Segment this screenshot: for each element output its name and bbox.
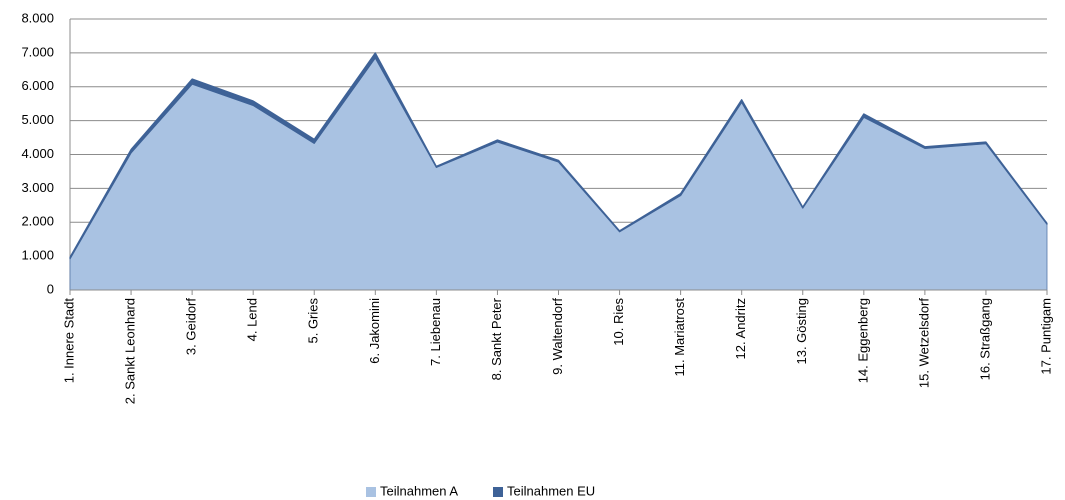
x-tick-label: 5. Gries [306,298,321,344]
x-tick-label: 4. Lend [245,298,260,341]
x-tick-label: 9. Waltendorf [550,298,565,375]
y-tick-label: 1.000 [21,248,54,263]
x-tick-label: 7. Liebenau [428,298,443,366]
x-tick-label: 6. Jakomini [367,298,382,364]
x-tick-label: 14. Eggenberg [855,298,870,383]
x-tick-label: 17. Puntigam [1038,298,1053,375]
x-tick-label: 1. Innere Stadt [61,298,76,384]
x-tick-label: 8. Sankt Peter [489,297,504,380]
x-tick-label: 15. Wetzelsdorf [916,298,931,388]
y-tick-label: 4.000 [21,146,54,161]
y-tick-label: 5.000 [21,112,54,127]
legend-label: Teilnahmen A [380,483,458,498]
y-tick-label: 0 [47,281,54,296]
y-tick-label: 2.000 [21,214,54,229]
x-tick-label: 11. Mariatrost [672,298,687,377]
x-tick-label: 12. Andritz [733,298,748,359]
legend-swatch [493,487,503,497]
x-tick-label: 10. Ries [611,298,626,346]
area [69,52,1048,260]
legend-swatch [366,487,376,497]
y-tick-label: 8.000 [21,10,54,25]
y-tick-label: 6.000 [21,78,54,93]
legend-label: Teilnahmen EU [507,483,595,498]
y-tick-label: 7.000 [21,44,54,59]
x-tick-label: 16. Straßgang [977,298,992,380]
y-tick-label: 3.000 [21,180,54,195]
x-tick-label: 3. Geidorf [184,298,199,355]
x-tick-label: 2. Sankt Leonhard [123,298,138,404]
x-tick-label: 13. Gösting [794,298,809,365]
